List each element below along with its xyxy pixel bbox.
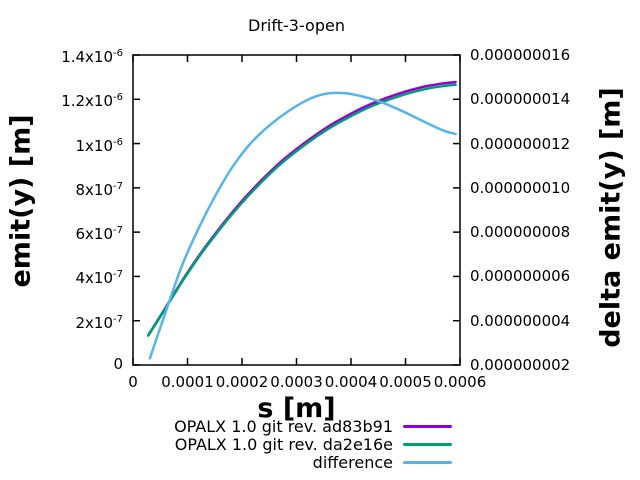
- y-right-tick-label: 0.000000008: [470, 223, 571, 242]
- legend-item-difference: difference: [0, 454, 452, 471]
- legend-label: OPALX 1.0 git rev. da2e16e: [174, 435, 393, 454]
- legend-line-green: [403, 443, 452, 446]
- y-left-tick-label: 2x10-7: [75, 313, 124, 332]
- y-left-tick-label: 4x10-7: [75, 269, 124, 288]
- legend-label: difference: [312, 453, 393, 472]
- y-right-tick-label: 0.000000012: [470, 134, 571, 153]
- chart-title: Drift-3-open: [248, 16, 345, 35]
- y-left-tick-label: 1.2x10-6: [61, 92, 123, 111]
- x-tick-label: 0: [128, 373, 138, 391]
- legend-item-opalx-da2e16e: OPALX 1.0 git rev. da2e16e: [0, 436, 452, 453]
- y-right-tick-label: 0.000000004: [470, 311, 571, 330]
- x-tick-label: 0.0001: [161, 373, 214, 391]
- y-right-tick-label: 0.000000016: [470, 46, 571, 64]
- legend-line-blue: [403, 461, 452, 464]
- y-axis-label-right: delta emit(y) [m]: [595, 87, 627, 348]
- y-axis-label-left: emit(y) [m]: [5, 114, 37, 288]
- x-axis-label: s [m]: [257, 393, 336, 424]
- series-line-2: [147, 83, 457, 337]
- y-right-tick-label: 0.000000002: [470, 356, 571, 374]
- y-left-tick-label: 8x10-7: [75, 180, 124, 199]
- x-tick-label: 0.0002: [215, 373, 269, 391]
- y-left-tick-label: 1.4x10-6: [61, 48, 123, 66]
- legend-item-opalx-ad83b91: OPALX 1.0 git rev. ad83b91: [0, 418, 452, 435]
- legend-label: OPALX 1.0 git rev. ad83b91: [174, 417, 393, 436]
- plot-border: [132, 54, 461, 366]
- y-left-tick-label: 0: [113, 355, 123, 373]
- series-line-1: [147, 80, 457, 337]
- x-tick-label: 0.0004: [324, 373, 378, 391]
- x-tick-label: 0.0006: [433, 373, 487, 391]
- legend-line-purple: [403, 425, 452, 428]
- x-tick-label: 0.0003: [270, 373, 323, 391]
- y-right-tick-label: 0.000000010: [470, 178, 571, 197]
- y-right-tick-label: 0.000000006: [470, 267, 571, 286]
- y-right-tick-label: 0.000000014: [470, 90, 571, 109]
- y-left-tick-label: 1x10-6: [75, 136, 124, 155]
- y-left-tick-label: 6x10-7: [75, 225, 124, 244]
- series-line-3: [148, 91, 457, 360]
- x-tick-label: 0.0005: [379, 373, 432, 391]
